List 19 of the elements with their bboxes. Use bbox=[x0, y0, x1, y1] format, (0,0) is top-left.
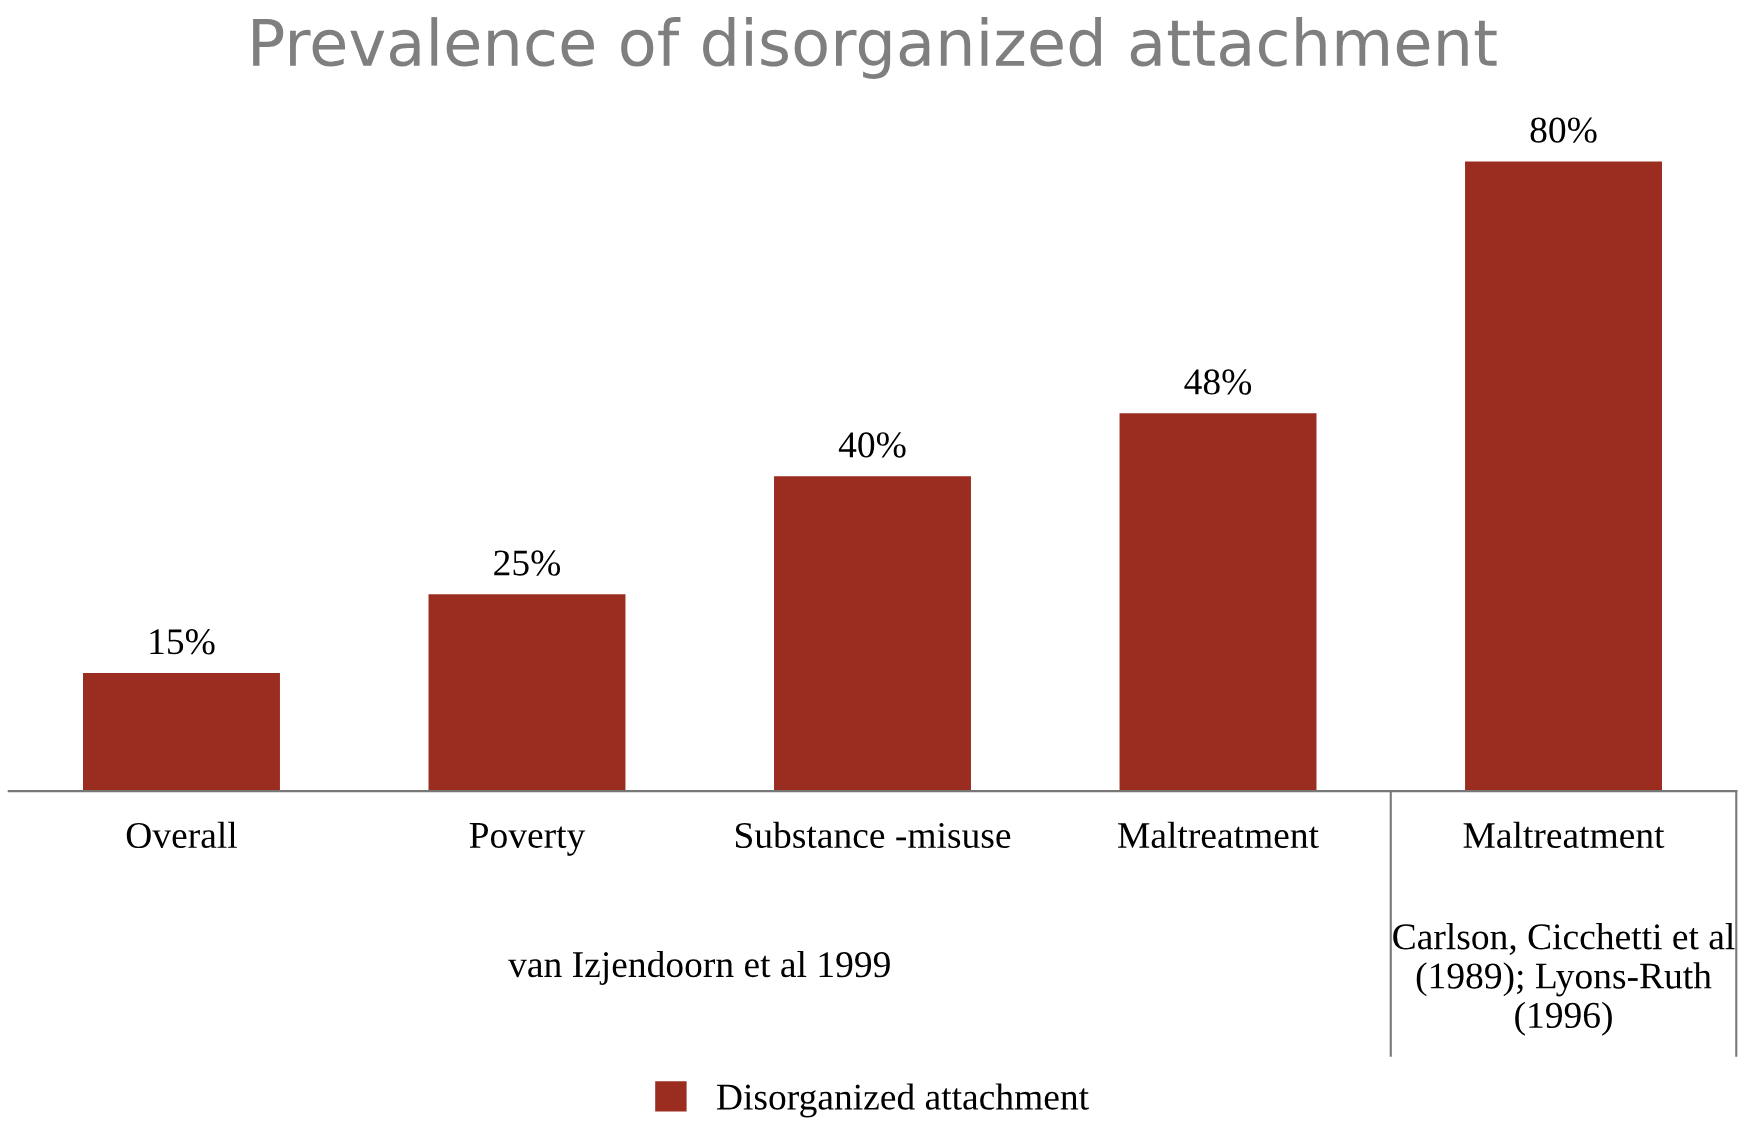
text: 25% bbox=[494, 550, 561, 576]
bar bbox=[428, 594, 626, 792]
text: 15% bbox=[150, 629, 215, 655]
text: 48% bbox=[1184, 369, 1252, 395]
x-tick-label: Substance -misuse bbox=[735, 821, 1011, 849]
bar bbox=[774, 476, 971, 792]
text: van Izjendoorn et al 1999 bbox=[508, 950, 890, 985]
legend-label: Disorganized attachment bbox=[717, 1083, 1089, 1118]
bar bbox=[83, 673, 280, 792]
x-tick-label: Overall bbox=[126, 821, 237, 849]
text: 40% bbox=[838, 432, 906, 458]
bar bbox=[1465, 161, 1662, 792]
x-tick-label: Maltreatment bbox=[1463, 821, 1665, 849]
bar bbox=[1119, 413, 1317, 792]
text: 80% bbox=[1530, 117, 1597, 143]
chart-title: Prevalence of disorganized attachment bbox=[253, 17, 1497, 79]
text: Carlson, Cicchetti et al (1989); Lyons-Ruth (1996) bbox=[1393, 923, 1735, 1036]
x-tick-label: Maltreatment bbox=[1118, 821, 1319, 849]
x-tick-label: Poverty bbox=[469, 823, 586, 856]
